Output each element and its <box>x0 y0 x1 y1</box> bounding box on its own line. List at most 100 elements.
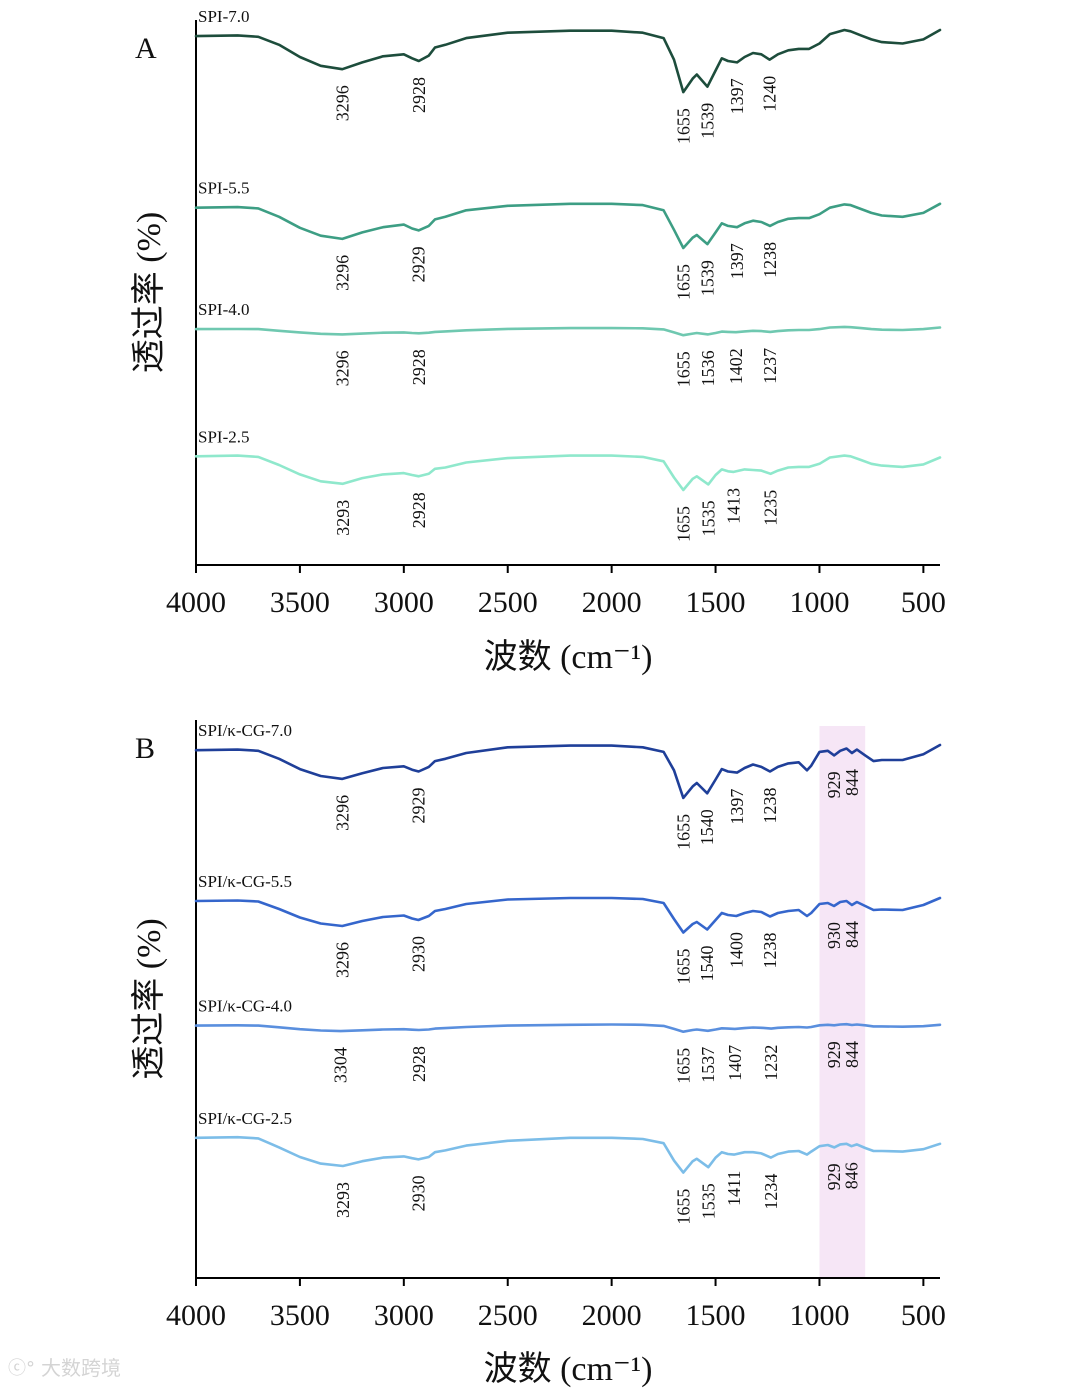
x-tick-label: 2500 <box>478 1299 538 1332</box>
peak-label: 929 <box>824 1041 844 1068</box>
peak-label: 1397 <box>727 789 747 825</box>
peak-label: 3304 <box>331 1047 351 1083</box>
x-tick-label: 1500 <box>686 586 746 619</box>
series-label: SPI-4.0 <box>198 300 249 319</box>
series-label: SPI/κ-CG-7.0 <box>198 721 292 740</box>
x-tick-label: 4000 <box>166 586 226 619</box>
peak-label: 1237 <box>760 348 780 384</box>
peak-label: 1413 <box>724 488 744 524</box>
x-tick-label: 500 <box>901 586 946 619</box>
series-label: SPI-2.5 <box>198 427 249 446</box>
x-tick-label: 2000 <box>582 1299 642 1332</box>
peak-label: 1407 <box>725 1045 745 1081</box>
peak-label: 2929 <box>409 788 429 824</box>
peak-label: 2930 <box>408 936 428 972</box>
x-tick-label: 500 <box>901 1299 946 1332</box>
peak-label: 2928 <box>409 492 429 528</box>
peak-label: 1232 <box>761 1045 781 1081</box>
peak-label: 1240 <box>760 76 780 112</box>
series-line-1 <box>194 28 942 94</box>
series-label: SPI-5.5 <box>198 179 249 198</box>
peak-label: 1234 <box>761 1174 781 1210</box>
peak-label: 1655 <box>673 351 693 387</box>
peak-label: 2929 <box>409 246 429 282</box>
panel-a: 4000 3500 3000 2500 2000 1500 1000 500 A 透过率 (%) 波… <box>130 7 946 676</box>
watermark: ⓒ° 大数跨境 <box>8 1352 121 1381</box>
panel-letter: B <box>135 732 155 765</box>
peak-label: 3296 <box>332 795 352 831</box>
series-label: SPI-7.0 <box>198 7 249 26</box>
peak-label: 2928 <box>409 1046 429 1082</box>
x-axis-title: 波数 (cm⁻¹) <box>484 638 653 676</box>
series-label: SPI/κ-CG-2.5 <box>198 1109 292 1128</box>
peak-label: 1397 <box>727 78 747 114</box>
peak-label: 846 <box>842 1162 862 1189</box>
peak-label: 3293 <box>333 1182 353 1218</box>
peak-label: 1655 <box>673 108 693 144</box>
x-tick-label: 2000 <box>582 586 642 619</box>
peak-label: 929 <box>824 1163 844 1190</box>
peak-label: 1655 <box>673 506 693 542</box>
peak-label: 1540 <box>697 809 717 845</box>
peak-label: 929 <box>824 771 844 798</box>
x-tick-label: 3500 <box>270 1299 330 1332</box>
series-label: SPI/κ-CG-5.5 <box>198 872 292 891</box>
series-line-3 <box>194 325 942 337</box>
peak-label: 2928 <box>409 77 429 113</box>
peak-label: 844 <box>842 921 862 948</box>
peak-label: 1537 <box>698 1047 718 1083</box>
peak-label: 1655 <box>673 264 693 300</box>
peak-label: 2928 <box>409 349 429 385</box>
x-tick-label: 4000 <box>166 1299 226 1332</box>
peak-label: 2930 <box>408 1175 428 1211</box>
series-label: SPI/κ-CG-4.0 <box>198 997 292 1016</box>
x-tick-label: 1000 <box>789 586 849 619</box>
peak-label: 1238 <box>760 242 780 278</box>
peak-label: 3296 <box>332 942 352 978</box>
x-axis-title: 波数 (cm⁻¹) <box>484 1350 653 1388</box>
peak-label: 1238 <box>760 933 780 969</box>
peak-label: 1540 <box>697 946 717 982</box>
peak-label: 844 <box>842 1041 862 1068</box>
x-tick-label: 1000 <box>789 1299 849 1332</box>
highlight-band <box>819 726 866 1278</box>
y-axis-title: 透过率 (%) <box>130 212 168 373</box>
x-tick-label: 3000 <box>374 1299 434 1332</box>
peak-label: 1535 <box>698 500 718 536</box>
peak-label: 1397 <box>727 243 747 279</box>
peak-label: 1238 <box>760 788 780 824</box>
peak-label: 930 <box>824 922 844 949</box>
x-tick-label: 2500 <box>478 586 538 619</box>
series-line-3 <box>194 1022 942 1033</box>
series-line-2 <box>194 202 942 250</box>
peak-label: 1536 <box>698 350 718 386</box>
x-tick-label: 3500 <box>270 586 330 619</box>
x-tick-label: 3000 <box>374 586 434 619</box>
peak-label: 1235 <box>761 490 781 526</box>
peak-label: 1655 <box>673 949 693 985</box>
peak-label: 844 <box>842 769 862 796</box>
series-line-2 <box>194 896 942 934</box>
x-tick-label: 1500 <box>686 1299 746 1332</box>
peak-label: 3296 <box>332 350 352 386</box>
peak-label: 1402 <box>726 348 746 384</box>
peak-label: 1400 <box>726 932 746 968</box>
series-line-1 <box>194 743 942 800</box>
logo-icon: ⓒ° <box>8 1357 35 1379</box>
series-line-4 <box>194 454 942 492</box>
peak-label: 1539 <box>697 260 717 296</box>
peak-label: 3296 <box>332 85 352 121</box>
peak-label: 1411 <box>724 1171 744 1206</box>
peak-label: 1655 <box>673 1189 693 1225</box>
peak-label: 1655 <box>673 814 693 850</box>
peak-label: 1655 <box>673 1048 693 1084</box>
panel-letter: A <box>135 32 157 65</box>
series-line-4 <box>194 1135 942 1174</box>
panel-b: 4000 3500 3000 2500 2000 1500 1000 500 B 透过率 (%) 波… <box>130 720 946 1388</box>
peak-label: 1539 <box>697 103 717 139</box>
y-axis-title: 透过率 (%) <box>130 918 168 1079</box>
peak-label: 3293 <box>333 500 353 536</box>
peak-label: 1535 <box>698 1183 718 1219</box>
watermark-text: 大数跨境 <box>41 1356 121 1380</box>
